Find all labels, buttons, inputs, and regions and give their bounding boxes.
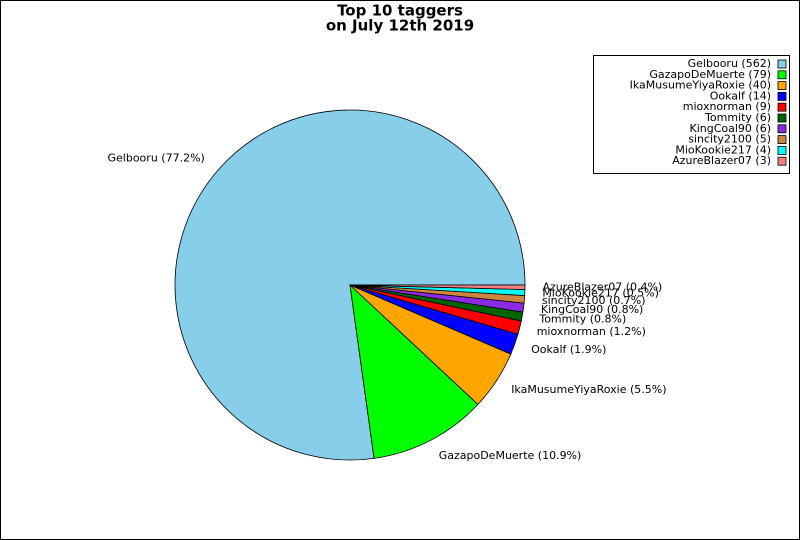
- chart-title: Top 10 taggers: [337, 2, 463, 20]
- legend-swatch: [777, 102, 787, 112]
- legend-label: Tommity (6): [704, 111, 771, 124]
- legend-swatch: [777, 81, 787, 90]
- legend-label: MioKookie217 (4): [675, 143, 771, 156]
- legend-label: Ookalf (14): [710, 89, 771, 102]
- slice-label: Ookalf (1.9%): [531, 343, 606, 356]
- pie-slice: [349, 284, 526, 290]
- slice-label: MioKookie217 (0.5%): [542, 286, 659, 299]
- legend-swatch: [777, 145, 787, 155]
- legend-swatch: [777, 59, 787, 69]
- pie: Gelbooru (77.2%) GazapoDeMuerte (10.9%) Ik…: [108, 109, 667, 462]
- slice-label: IkaMusumeYiyaRoxie (5.5%): [511, 383, 666, 396]
- legend-label: IkaMusumeYiyaRoxie (40): [630, 79, 771, 92]
- legend-swatch: [777, 156, 787, 166]
- legend-swatch: [777, 135, 787, 145]
- legend-label: GazapoDeMuerte (79): [649, 68, 771, 81]
- legend-swatch: [777, 70, 787, 80]
- pie-slice: [349, 283, 479, 459]
- slice-label: GazapoDeMuerte (10.9%): [439, 449, 582, 462]
- chart-subtitle: on July 12th 2019: [326, 17, 474, 35]
- legend-swatch: [777, 124, 787, 134]
- legend-label: mioxnorman (9): [683, 100, 771, 113]
- slice-label: Tommity (0.8%): [538, 313, 626, 326]
- legend-label: Gelbooru (562): [688, 57, 771, 70]
- legend-swatch: [777, 92, 787, 101]
- legend-label: AzureBlazer07 (3): [672, 154, 771, 167]
- legend-swatch: [777, 113, 787, 123]
- legend-box: [593, 55, 790, 174]
- slice-label: mioxnorman (1.2%): [537, 325, 646, 338]
- slice-label: sincity2100 (0.7%): [542, 294, 646, 307]
- legend-label: KingCoal90 (6): [689, 122, 771, 135]
- legend: Gelbooru (562)GazapoDeMuerte (79)IkaMusu…: [593, 55, 790, 174]
- slice-label: Gelbooru (77.2%): [108, 152, 205, 165]
- legend-label: sincity2100 (5): [688, 133, 771, 146]
- slice-label: KingCoal90 (0.8%): [541, 303, 643, 316]
- slice-label: AzureBlazer07 (0.4%): [542, 280, 662, 293]
